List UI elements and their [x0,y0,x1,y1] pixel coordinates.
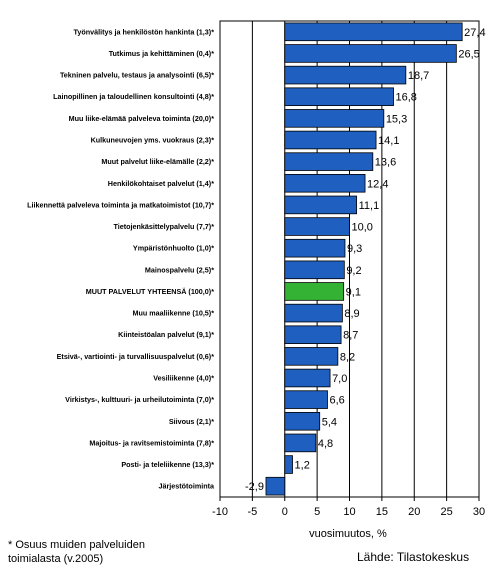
value-label: 27,4 [464,27,485,39]
value-label: 5,4 [322,416,337,428]
footnote-line-1: * Osuus muiden palveluiden [8,539,145,551]
bar [284,303,343,323]
bar [284,217,350,236]
bar [284,260,345,280]
bar [284,412,321,431]
category-label: Etsivä-, vartiointi- ja turvallisuuspalv… [57,352,215,361]
x-tick-label: -5 [247,506,257,518]
bar [284,130,377,150]
value-label: 1,2 [295,460,310,472]
value-label: 8,2 [340,351,355,363]
value-label: 4,8 [318,438,333,450]
bar [284,109,385,128]
x-tick-label: 5 [314,506,320,518]
value-label: -2,9 [245,481,264,493]
bar [284,325,342,344]
value-label: 16,8 [396,92,417,104]
bar [284,282,345,301]
bar [284,390,328,409]
category-labels: Työnvälitys ja henkilöstön hankinta (1,3… [27,27,215,490]
bar [284,347,339,366]
value-label: 9,1 [346,286,361,298]
source-note: Lähde: Tilastokeskus [357,550,470,564]
category-label: Posti- ja teleliikenne (13,3)* [121,460,214,469]
category-label: Tekninen palvelu, testaus ja analysointi… [60,71,214,80]
x-axis-ticks: -10 -5 0 5 10 15 20 25 30 [212,497,485,518]
value-label: 26,5 [458,48,479,60]
category-label: Tietojenkäsittelypalvelu (7,7)* [113,222,214,231]
value-labels: 27,4 26,5 18,7 16,8 15,3 14,1 13,6 12,4 11,1 10,0… [245,27,486,493]
bar [284,238,346,258]
x-tick-label: 0 [282,506,288,518]
x-tick-label: -10 [212,506,228,518]
value-label: 8,9 [344,308,359,320]
category-label: MUUT PALVELUT YHTEENSÄ (100,0)* [86,287,214,296]
bar [284,65,407,85]
category-label: Mainospalvelu (2,5)* [145,265,214,274]
bar [284,368,331,388]
category-label: Liikennettä palveleva toiminta ja matkat… [27,200,214,209]
bar [284,195,358,215]
footnote-line-2: toimialasta (v.2005) [8,553,104,565]
value-label: 12,4 [367,178,388,190]
value-label: 7,0 [332,373,347,385]
category-label: Vesiliikenne (4,0)* [153,374,214,383]
value-label: 11,1 [359,200,380,212]
x-tick-label: 25 [441,506,453,518]
x-tick-label: 15 [376,506,388,518]
bar [265,476,286,496]
value-label: 9,3 [347,243,362,255]
bar [284,22,463,42]
value-label: 6,6 [329,395,344,407]
category-label: Ympäristönhuolto (1,0)* [133,244,214,253]
x-tick-label: 30 [473,506,485,518]
value-label: 14,1 [378,135,399,147]
category-label: Työnvälitys ja henkilöstön hankinta (1,3… [74,27,215,36]
value-label: 8,7 [343,330,358,342]
bar [284,433,317,453]
category-label: Järjestötoiminta [158,482,215,491]
x-axis-title: vuosimuutos, % [309,528,387,540]
category-label: Muu maaliikenne (10,5)* [133,309,215,318]
bars [265,22,463,496]
footnote: * Osuus muiden palveluiden toimialasta (… [8,538,145,566]
category-label: Kulkuneuvojen yms. vuokraus (2,3)* [91,136,215,145]
value-label: 10,0 [352,222,373,234]
category-label: Tutkimus ja kehittäminen (0,4)* [109,49,215,58]
value-label: 13,6 [375,157,396,169]
category-label: Muut palvelut liike-elämälle (2,2)* [101,157,214,166]
category-label: Virkistys-, kulttuuri- ja urheilutoimint… [65,395,214,404]
category-label: Siivous (2,1)* [169,417,214,426]
bar [284,87,394,106]
category-label: Lainopillinen ja taloudellinen konsultoi… [53,92,214,101]
category-label: Henkilökohtaiset palvelut (1,4)* [108,179,214,188]
category-label: Muu liike-elämää palveleva toiminta (20,… [69,114,215,123]
bar [284,152,374,171]
value-label: 18,7 [408,70,429,82]
bar [284,455,293,474]
value-label: 15,3 [386,113,407,125]
x-tick-label: 20 [408,506,420,518]
value-label: 9,2 [346,265,361,277]
bar [284,44,457,63]
x-tick-label: 10 [343,506,355,518]
category-label: Majoitus- ja ravitsemistoiminta (7,8)* [89,438,214,447]
bar [284,174,366,193]
category-label: Kiinteistöalan palvelut (9,1)* [118,330,214,339]
